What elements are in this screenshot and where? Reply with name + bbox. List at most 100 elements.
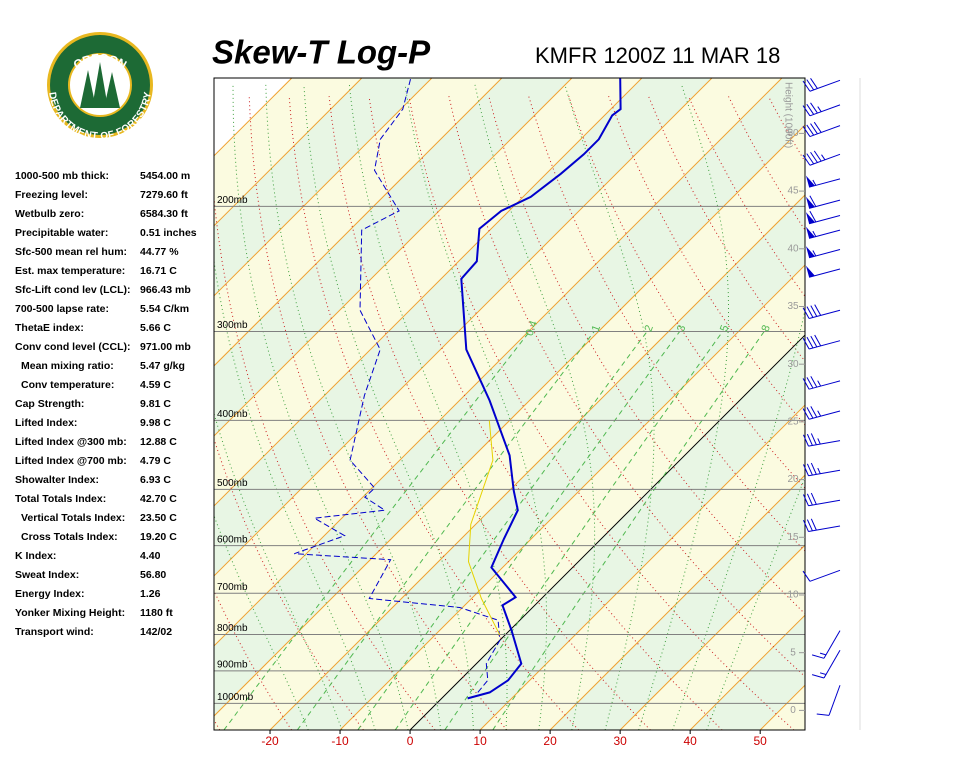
stat-value: 5.66 C — [140, 322, 171, 334]
stat-label: ThetaE index: — [15, 322, 84, 334]
isotherm — [214, 78, 573, 437]
barb-staff — [808, 309, 841, 320]
stat-label: Cross Totals Index: — [21, 531, 118, 543]
stat-label: Sfc-500 mean rel hum: — [15, 246, 127, 258]
moist-adiabat — [706, 475, 805, 730]
isotherm — [214, 124, 805, 717]
wind-barb — [805, 226, 841, 239]
dry-adiabat — [848, 96, 960, 730]
wind-barb — [802, 150, 841, 166]
logo: OREGON DEPARTMENT OF FORESTRY — [46, 32, 154, 142]
stat-value: 1.26 — [140, 588, 161, 600]
wind-barb — [805, 175, 841, 188]
barb-feather — [813, 121, 822, 133]
stat-value: 6.93 C — [140, 474, 171, 486]
barb-feather — [802, 494, 809, 506]
stat-label: Total Totals Index: — [15, 493, 106, 505]
barb-feather — [810, 102, 818, 114]
barb-feather — [802, 307, 810, 319]
dry-adiabat — [608, 96, 805, 426]
barb-feather — [802, 80, 811, 92]
stat-label: Sweat Index: — [15, 569, 79, 581]
isotherm — [214, 78, 503, 367]
mixing-ratio-label: 2 — [642, 323, 655, 333]
barb-feather — [802, 570, 811, 582]
wind-barb — [802, 121, 841, 138]
barb-feather — [806, 433, 813, 446]
mixing-ratio-label: 5 — [718, 323, 731, 333]
stat-label: Est. max temperature: — [15, 265, 125, 277]
wind-barb — [802, 492, 841, 507]
plot-frame — [213, 77, 806, 731]
barb-pennant — [805, 212, 815, 224]
height-tick-label: 35 — [787, 301, 799, 312]
dry-adiabat — [288, 96, 580, 730]
barb-feather — [810, 406, 818, 418]
barb-feather — [811, 654, 825, 659]
barb-feather — [806, 79, 815, 91]
isotherm — [214, 78, 363, 227]
barb-feather — [806, 463, 813, 476]
x-tick-label: 0 — [407, 734, 414, 748]
height-tick-label: 0 — [790, 705, 796, 716]
logo-tree — [92, 62, 108, 108]
barb-feather — [806, 306, 814, 318]
stat-label: 1000-500 mb thick: — [15, 170, 109, 182]
dry-adiabat — [568, 96, 805, 489]
stat-value: 16.71 C — [140, 265, 177, 277]
dry-adiabat — [888, 96, 960, 730]
barb-feather — [810, 335, 818, 348]
barb-feather — [814, 304, 822, 316]
barb-half-feather — [817, 380, 822, 387]
stat-value: 142/02 — [140, 626, 172, 638]
height-tick-label: 25 — [787, 417, 799, 428]
height-tick-label: 50 — [787, 128, 799, 139]
stat-value: 7279.60 ft — [140, 189, 188, 201]
dry-adiabat — [648, 96, 805, 362]
barb-feather — [802, 408, 810, 420]
barb-staff — [823, 650, 841, 679]
barb-staff — [808, 340, 841, 350]
barb-feather — [809, 195, 817, 207]
barb-staff — [809, 104, 841, 117]
barb-pennant — [805, 265, 815, 278]
stat-value: 56.80 — [140, 569, 166, 581]
isotherm — [214, 78, 643, 507]
stat-value: 6584.30 ft — [140, 208, 188, 220]
barb-feather — [810, 151, 818, 163]
background-band — [830, 78, 960, 730]
barb-staff — [808, 469, 841, 477]
wind-barb — [805, 210, 841, 225]
stat-value: 5.54 C/km — [140, 303, 189, 315]
barb-staff — [808, 440, 841, 447]
barb-staff — [808, 249, 841, 259]
barb-staff — [808, 525, 841, 533]
barb-half-feather — [817, 438, 821, 445]
wind-barb — [802, 78, 841, 92]
isotherm — [549, 474, 805, 730]
stat-label: 700-500 lapse rate: — [15, 303, 109, 315]
stat-label: Energy Index: — [15, 588, 84, 600]
barb-feather — [802, 464, 809, 476]
pressure-label: 200mb — [217, 195, 248, 206]
barb-feather — [806, 377, 814, 389]
pressure-label: 800mb — [217, 623, 248, 634]
barb-feather — [810, 518, 817, 531]
stat-label: Lifted Index @300 mb: — [15, 436, 127, 448]
stat-value: 1180 ft — [140, 607, 173, 619]
stat-label: Sfc-Lift cond lev (LCL): — [15, 284, 131, 296]
stat-value: 966.43 mb — [140, 284, 191, 296]
barb-feather — [802, 337, 810, 350]
barb-feather — [810, 78, 818, 89]
stat-label: Lifted Index: — [15, 417, 77, 429]
barb-feather — [810, 123, 818, 135]
pressure-label: 900mb — [217, 659, 248, 670]
height-tick-label: 45 — [787, 186, 799, 197]
stat-label: Lifted Index @700 mb: — [15, 455, 127, 467]
height-tick-label: 5 — [790, 647, 796, 658]
barb-feather — [802, 520, 809, 532]
barb-feather — [806, 407, 814, 419]
wind-barb — [802, 518, 841, 533]
